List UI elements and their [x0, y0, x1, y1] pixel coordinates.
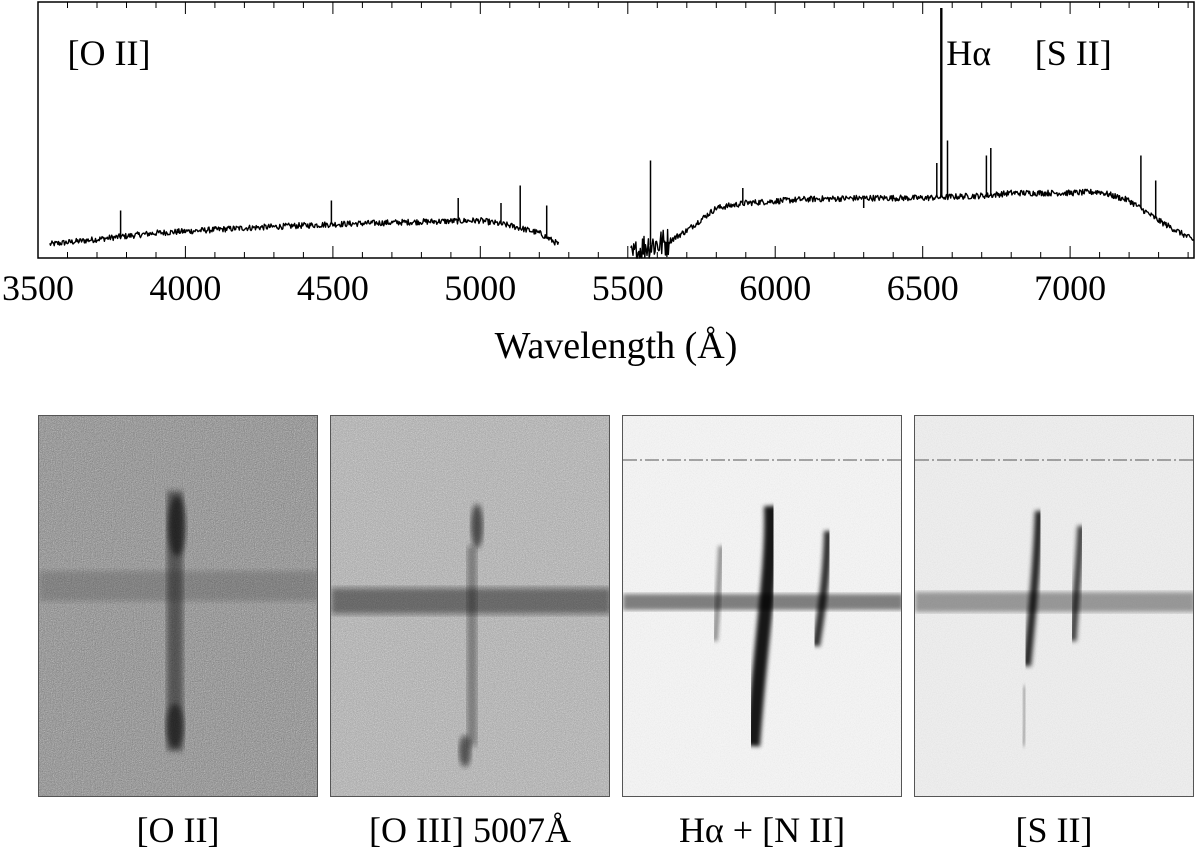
panel-label-oii: [O II]: [136, 810, 220, 850]
panel-oiii-knot-bottom: [459, 735, 471, 767]
annotation-2: [S II]: [1035, 33, 1112, 73]
panel-nii-6548-streak: [712, 545, 724, 642]
panel-oiii-emission-streak: [467, 546, 477, 746]
x-tick-label-3500: 3500: [2, 268, 74, 308]
spectrum-chart: 3500 4000 4500 5000 5500 6000 6500 7000 Wavelen…: [2, 1, 1195, 367]
panel-label-oiii: [O III] 5007Å: [369, 810, 571, 850]
panel-sii-faint-streak: [1021, 685, 1027, 747]
panel-oii-svg: [39, 416, 317, 796]
panel-oii-knot-bottom: [166, 704, 184, 748]
panel-oii-image: [38, 415, 318, 797]
panel-sii-6716-streak: [1023, 510, 1043, 667]
panel-halpha-emission-streak: [746, 505, 779, 747]
plot-frame: [37, 1, 1195, 259]
x-tick-label-6000: 6000: [739, 268, 811, 308]
x-tick-label-4000: 4000: [149, 268, 221, 308]
panel-sii-image: [914, 415, 1194, 797]
panel-oii-emission-streak: [167, 491, 183, 751]
annotation-0: [O II]: [68, 33, 151, 73]
panel-oii-knot-top: [168, 496, 186, 556]
panel-oiii-image: [330, 415, 610, 797]
x-axis-ticks: [37, 2, 1189, 258]
panel-sii-6731-streak: [1069, 525, 1085, 642]
line-annotations: [O II] Hα [S II]: [68, 33, 1112, 73]
panel-oiii-knot-top: [471, 504, 483, 548]
x-tick-label-4500: 4500: [297, 268, 369, 308]
panel-label-halpha-nii: Hα + [N II]: [678, 810, 846, 850]
spectrum-line: [49, 188, 1195, 259]
panel-nii-6584-streak: [812, 530, 832, 647]
panel-sii-svg: [915, 416, 1193, 796]
x-tick-label-5500: 5500: [592, 268, 664, 308]
emission-lines: [119, 8, 1157, 245]
panel-halpha-nii-image: [622, 415, 902, 797]
panel-oiii-svg: [331, 416, 609, 796]
x-tick-label-7000: 7000: [1034, 268, 1106, 308]
panel-halpha-nii-svg: [623, 416, 901, 796]
x-tick-label-5000: 5000: [444, 268, 516, 308]
x-axis-tick-labels: 3500 4000 4500 5000 5500 6000 6500 7000: [2, 268, 1106, 308]
x-axis-label: Wavelength (Å): [495, 325, 738, 367]
x-tick-label-6500: 6500: [887, 268, 959, 308]
panel-label-sii: [S II]: [1015, 810, 1093, 850]
panel-sii-continuum-band: [915, 592, 1193, 612]
annotation-1: Hα: [946, 33, 991, 73]
